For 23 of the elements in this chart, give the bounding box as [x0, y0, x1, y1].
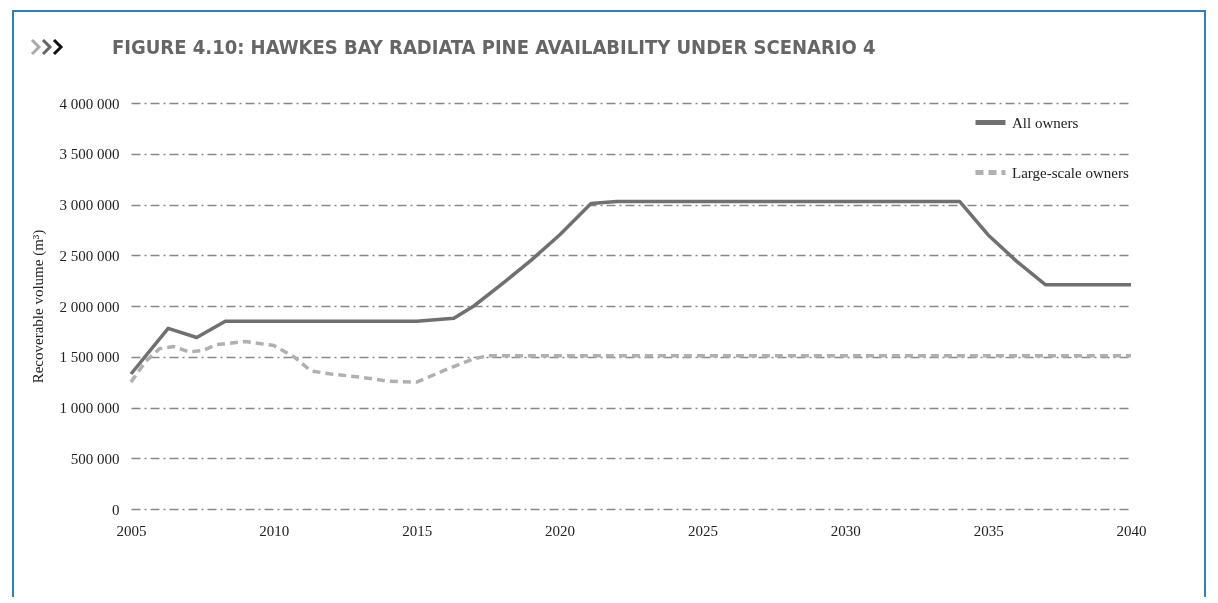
y-tick-label: 1 500 000	[59, 349, 120, 366]
chart-title: FIGURE 4.10: HAWKES BAY RADIATA PINE AVAILABILITY UNDER SCENARIO 4	[112, 35, 876, 59]
y-tick-label: 500 000	[70, 450, 120, 467]
legend-label: All owners	[1012, 114, 1079, 131]
legend-label: Large-scale owners	[1012, 164, 1129, 181]
x-tick-label: 2025	[687, 522, 718, 539]
y-tick-label: 0	[112, 501, 120, 518]
x-tick-label: 2030	[830, 522, 861, 539]
y-tick-label: 1 000 000	[59, 400, 120, 416]
x-tick-label: 2015	[402, 522, 433, 539]
x-tick-label: 2040	[1116, 522, 1147, 539]
x-tick-label: 2010	[259, 522, 290, 539]
x-tick-label: 2035	[973, 522, 1004, 539]
y-tick-label: 3 000 000	[59, 197, 120, 213]
line-series	[129, 339, 1133, 384]
y-tick-label: 2 500 000	[59, 247, 120, 264]
y-tick-label: 4 000 000	[59, 95, 120, 112]
y-tick-label: 3 500 000	[59, 146, 120, 163]
line-series	[129, 199, 1133, 376]
y-tick-label: 2 000 000	[59, 298, 120, 315]
x-tick-label: 2020	[545, 522, 576, 539]
y-axis-title: Recoverable volume (m³)	[29, 229, 47, 384]
x-tick-label: 2005	[116, 522, 147, 539]
